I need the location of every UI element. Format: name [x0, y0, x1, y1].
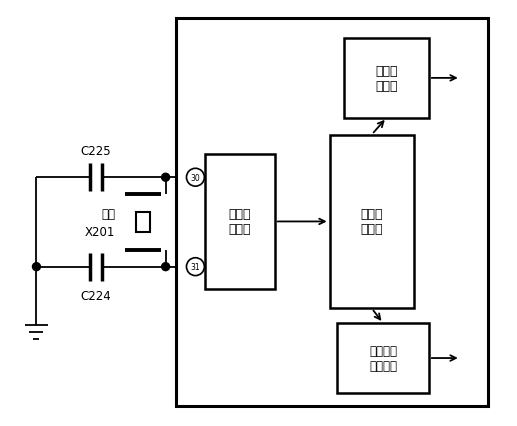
Text: 时钟分
频电路: 时钟分 频电路 [360, 208, 383, 236]
Circle shape [162, 174, 170, 182]
Bar [205, 155, 275, 289]
Circle shape [187, 258, 204, 276]
Bar [344, 39, 429, 118]
Bar [329, 135, 414, 309]
Text: 31: 31 [191, 262, 200, 271]
Text: 晶体: 晶体 [101, 208, 115, 221]
Text: 30: 30 [191, 173, 200, 182]
Circle shape [33, 263, 40, 271]
Text: 数字信号
处理电路: 数字信号 处理电路 [369, 344, 397, 372]
Bar [136, 213, 150, 232]
Text: C225: C225 [81, 145, 111, 158]
Text: X201: X201 [85, 226, 115, 239]
Bar [338, 323, 429, 393]
Circle shape [162, 263, 170, 271]
Text: 运算器
控制器: 运算器 控制器 [375, 65, 398, 93]
Text: C224: C224 [81, 289, 112, 302]
Bar [176, 19, 489, 406]
Circle shape [187, 169, 204, 187]
Text: 时钟振
荡电路: 时钟振 荡电路 [229, 208, 251, 236]
